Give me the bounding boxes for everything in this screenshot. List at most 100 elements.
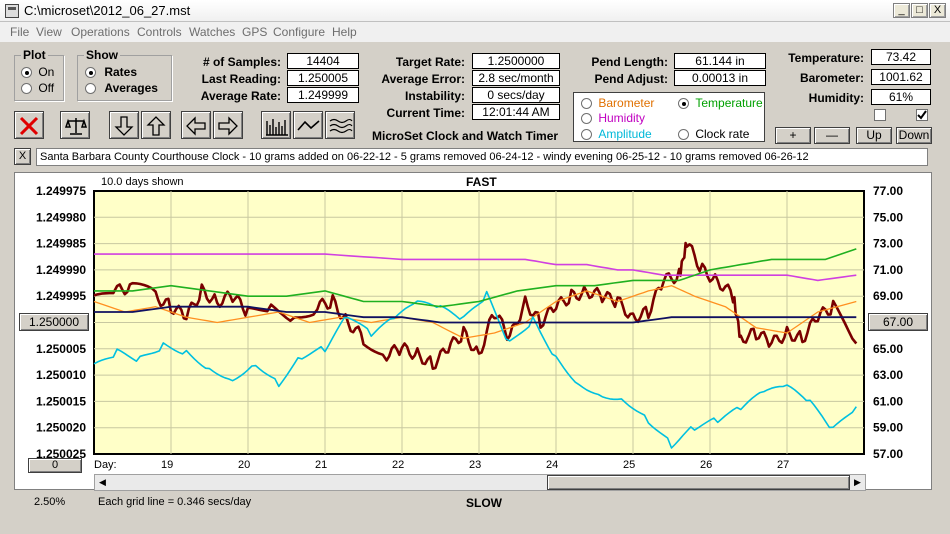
- line-button[interactable]: [293, 111, 323, 139]
- menu-gps[interactable]: GPS: [242, 25, 268, 39]
- right-tick-label: 71.00: [873, 263, 903, 277]
- average-error-label: Average Error:: [381, 72, 465, 86]
- minus-button[interactable]: —: [814, 127, 850, 144]
- scroll-value-button[interactable]: 0: [28, 458, 82, 473]
- average-error-value: 2.8 sec/month: [472, 70, 560, 86]
- window-title: C:\microset\2012_06_27.mst: [24, 3, 191, 18]
- scroll-right-arrow-icon[interactable]: ▶: [854, 477, 861, 487]
- aux-clock-rate-radio[interactable]: [678, 129, 689, 140]
- show-rates-radio[interactable]: [85, 67, 96, 78]
- left-marker-button[interactable]: 1.250000: [19, 313, 89, 331]
- bars-button[interactable]: [261, 111, 291, 139]
- aux-clock-rate-option[interactable]: Clock rate: [678, 127, 749, 141]
- note-text[interactable]: Santa Barbara County Courthouse Clock - …: [36, 148, 928, 166]
- show-averages-radio[interactable]: [85, 83, 96, 94]
- aux-amplitude-label: Amplitude: [598, 127, 652, 141]
- aux-temperature-option[interactable]: Temperature: [678, 96, 763, 110]
- arrow-right-button[interactable]: [213, 111, 243, 139]
- right-marker-button[interactable]: 67.00: [868, 313, 928, 331]
- x-tick-label: 21: [315, 459, 327, 471]
- balance-button[interactable]: [60, 111, 90, 139]
- arrow-down-icon: [114, 116, 134, 136]
- right-tick-label: 69.00: [873, 289, 903, 303]
- series-line-5: [94, 305, 857, 324]
- plot-on-label: On: [38, 65, 55, 79]
- left-tick-label: 1.249985: [36, 237, 86, 251]
- left-tick-label: 1.250015: [36, 394, 86, 408]
- line-icon: [297, 120, 320, 131]
- pend-adjust-value[interactable]: 0.00013 in: [674, 70, 766, 86]
- menu-view[interactable]: View: [36, 25, 62, 39]
- samples-value: 14404: [287, 53, 359, 69]
- aux-amplitude-option[interactable]: Amplitude: [581, 127, 652, 141]
- arrow-up-button[interactable]: [141, 111, 171, 139]
- down-button[interactable]: Down: [896, 127, 932, 144]
- aux-humidity-option[interactable]: Humidity: [581, 111, 645, 125]
- menu-operations[interactable]: Operations: [71, 25, 130, 39]
- temperature-value: 73.42: [871, 49, 931, 65]
- aux-amplitude-radio[interactable]: [581, 129, 592, 140]
- close-button[interactable]: X: [929, 3, 946, 18]
- menu-watches[interactable]: Watches: [189, 25, 236, 39]
- pend-length-value[interactable]: 61.144 in: [674, 53, 766, 69]
- menu-help[interactable]: Help: [332, 25, 357, 39]
- show-group: Show Rates Averages: [77, 48, 172, 101]
- left-tick-label: 1.249995: [36, 289, 86, 303]
- note-close-button[interactable]: X: [14, 148, 31, 165]
- show-rates-option[interactable]: Rates: [85, 65, 137, 79]
- waves-button[interactable]: [325, 111, 355, 139]
- option-checkbox-2[interactable]: [916, 109, 928, 121]
- menu-file[interactable]: File: [10, 25, 30, 39]
- series-layer: [93, 241, 858, 449]
- series-line-0: [93, 241, 858, 371]
- arrow-left-button[interactable]: [181, 111, 211, 139]
- plot-on-option[interactable]: On: [21, 65, 54, 79]
- check-icon: [917, 110, 927, 120]
- aux-options-box: Barometer Temperature Humidity Clock rat…: [573, 92, 765, 142]
- plot-off-radio[interactable]: [21, 83, 32, 94]
- title-bar: C:\microset\2012_06_27.mst _ □ X: [0, 0, 950, 22]
- right-tick-label: 61.00: [873, 394, 903, 408]
- plot-group-label: Plot: [21, 48, 48, 62]
- aux-temperature-radio[interactable]: [678, 98, 689, 109]
- humidity-value: 61%: [871, 89, 931, 105]
- right-tick-label: 77.00: [873, 184, 903, 198]
- current-time-value: 12:01:44 AM: [472, 104, 560, 120]
- left-tick-label: 1.250005: [36, 342, 86, 356]
- plus-button[interactable]: +: [775, 127, 811, 144]
- aux-barometer-radio[interactable]: [581, 98, 592, 109]
- scroll-left-arrow-icon[interactable]: ◀: [99, 477, 106, 487]
- grid-note: Each grid line = 0.346 secs/day: [98, 496, 252, 508]
- plot-off-option[interactable]: Off: [21, 81, 54, 95]
- arrow-down-button[interactable]: [109, 111, 139, 139]
- time-scrollbar[interactable]: ◀ ▶: [94, 474, 866, 491]
- barometer-label: Barometer:: [799, 71, 864, 85]
- left-tick-label: 1.250020: [36, 421, 86, 435]
- left-tick-label: 1.250010: [36, 368, 86, 382]
- maximize-button[interactable]: □: [911, 3, 928, 18]
- target-rate-value[interactable]: 1.2500000: [472, 53, 560, 69]
- option-checkbox-1[interactable]: [874, 109, 886, 121]
- menu-controls[interactable]: Controls: [137, 25, 182, 39]
- x-tick-label: 20: [238, 459, 250, 471]
- aux-humidity-radio[interactable]: [581, 113, 592, 124]
- plot-on-radio[interactable]: [21, 67, 32, 78]
- up-button[interactable]: Up: [856, 127, 892, 144]
- instability-value: 0 secs/day: [472, 87, 560, 103]
- minimize-button[interactable]: _: [893, 3, 910, 18]
- current-time-label: Current Time:: [386, 106, 465, 120]
- clear-button[interactable]: [14, 111, 44, 139]
- menu-configure[interactable]: Configure: [273, 25, 326, 39]
- aux-humidity-label: Humidity: [598, 111, 646, 125]
- scroll-thumb[interactable]: [547, 475, 850, 490]
- aux-barometer-option[interactable]: Barometer: [581, 96, 654, 110]
- series-line-1: [93, 285, 857, 339]
- barometer-value: 1001.62: [871, 69, 931, 85]
- series-line-2: [93, 290, 857, 449]
- x-tick-label: 23: [469, 459, 481, 471]
- left-tick-label: 1.249980: [36, 210, 86, 224]
- right-tick-label: 63.00: [873, 368, 903, 382]
- show-averages-option[interactable]: Averages: [85, 81, 158, 95]
- left-tick-label: 1.249990: [36, 263, 86, 277]
